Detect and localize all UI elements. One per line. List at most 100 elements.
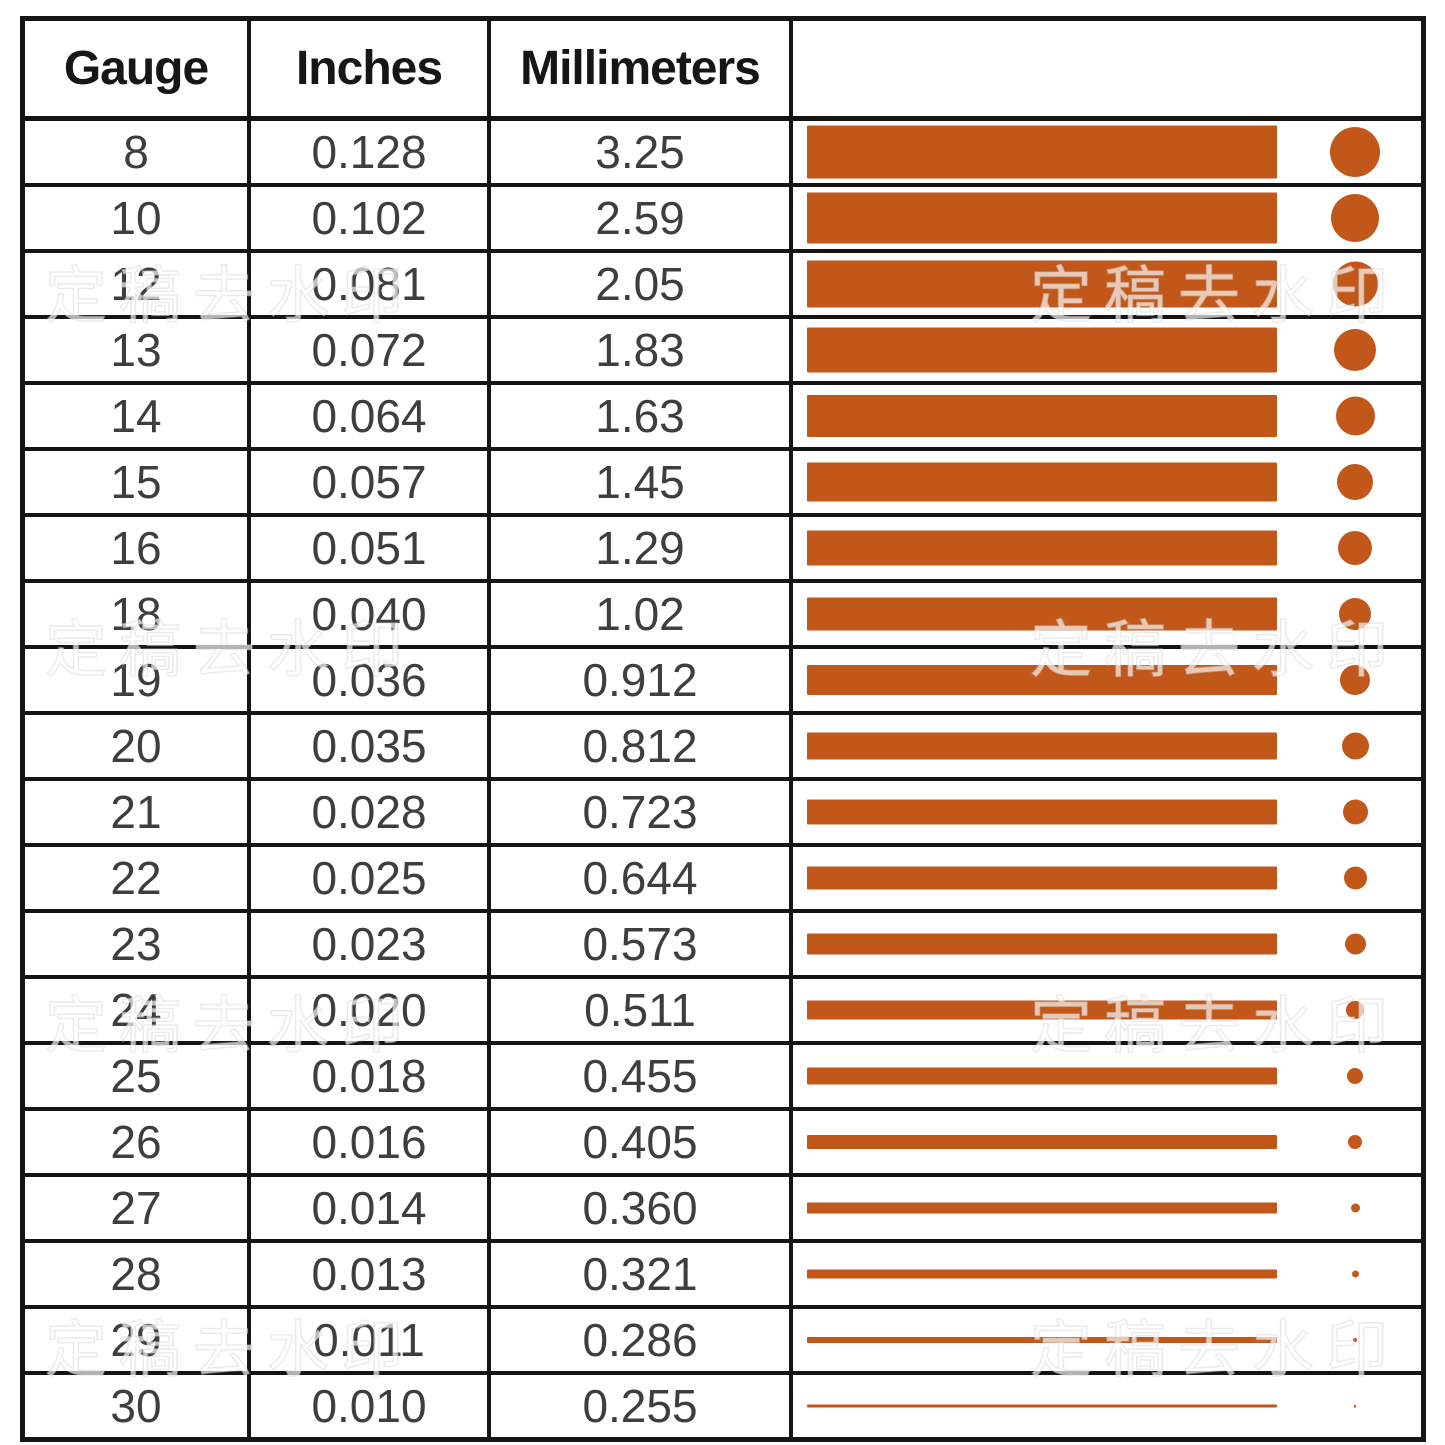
wire-visual-cell	[793, 1111, 1421, 1173]
gauge-value: 16	[25, 517, 251, 579]
table-row: 20 0.035 0.812	[25, 715, 1421, 781]
wire-diameter-dot	[1347, 1068, 1363, 1084]
millimeters-value: 1.29	[491, 517, 793, 579]
millimeters-value: 0.573	[491, 913, 793, 975]
wire-thickness-bar	[807, 1067, 1277, 1085]
millimeters-value: 2.59	[491, 187, 793, 249]
wire-thickness-bar	[807, 1202, 1277, 1214]
table-row: 8 0.128 3.25	[25, 121, 1421, 187]
inches-value: 0.020	[251, 979, 491, 1041]
wire-visual-cell	[793, 385, 1421, 447]
table-row: 16 0.051 1.29	[25, 517, 1421, 583]
millimeters-value: 0.360	[491, 1177, 793, 1239]
table-row: 29 0.011 0.286	[25, 1309, 1421, 1375]
wire-diameter-dot	[1353, 1404, 1357, 1408]
millimeters-value: 0.405	[491, 1111, 793, 1173]
wire-visual-cell	[793, 781, 1421, 843]
millimeters-value: 0.723	[491, 781, 793, 843]
wire-thickness-bar	[807, 327, 1277, 373]
gauge-value: 14	[25, 385, 251, 447]
wire-diameter-dot	[1334, 329, 1376, 371]
wire-thickness-bar	[807, 1000, 1277, 1020]
table-row: 18 0.040 1.02	[25, 583, 1421, 649]
inches-value: 0.040	[251, 583, 491, 645]
inches-value: 0.072	[251, 319, 491, 381]
millimeters-value: 0.511	[491, 979, 793, 1041]
wire-diameter-dot	[1341, 732, 1369, 760]
inches-value: 0.128	[251, 121, 491, 183]
table-row: 24 0.020 0.511	[25, 979, 1421, 1045]
gauge-value: 19	[25, 649, 251, 711]
millimeters-value: 1.83	[491, 319, 793, 381]
wire-diameter-dot	[1350, 1203, 1360, 1213]
inches-value: 0.036	[251, 649, 491, 711]
table-row: 12 0.081 2.05	[25, 253, 1421, 319]
wire-visual-cell	[793, 451, 1421, 513]
wire-diameter-dot	[1342, 799, 1368, 825]
gauge-value: 29	[25, 1309, 251, 1371]
wire-thickness-bar	[807, 1404, 1277, 1408]
millimeters-value: 1.45	[491, 451, 793, 513]
wire-visual-cell	[793, 187, 1421, 249]
wire-thickness-bar	[807, 192, 1277, 244]
millimeters-value: 0.644	[491, 847, 793, 909]
wire-thickness-bar	[807, 260, 1277, 308]
table-row: 26 0.016 0.405	[25, 1111, 1421, 1177]
millimeters-value: 0.912	[491, 649, 793, 711]
table-row: 23 0.023 0.573	[25, 913, 1421, 979]
wire-visual-cell	[793, 1375, 1421, 1437]
wire-thickness-bar	[807, 732, 1277, 760]
inches-value: 0.018	[251, 1045, 491, 1107]
inches-value: 0.023	[251, 913, 491, 975]
wire-visual-cell	[793, 913, 1421, 975]
millimeters-value: 1.02	[491, 583, 793, 645]
wire-thickness-bar	[807, 933, 1277, 955]
header-inches: Inches	[251, 21, 491, 116]
table-row: 30 0.010 0.255	[25, 1375, 1421, 1437]
millimeters-value: 0.455	[491, 1045, 793, 1107]
wire-diameter-dot	[1348, 1135, 1362, 1149]
gauge-value: 28	[25, 1243, 251, 1305]
wire-diameter-dot	[1353, 1338, 1357, 1342]
millimeters-value: 0.286	[491, 1309, 793, 1371]
wire-diameter-dot	[1351, 1270, 1359, 1278]
wire-visual-cell	[793, 649, 1421, 711]
wire-visual-cell	[793, 1045, 1421, 1107]
table-body: 8 0.128 3.25 10 0.102 2.59 12 0.081 2.05…	[25, 121, 1421, 1437]
millimeters-value: 2.05	[491, 253, 793, 315]
gauge-value: 20	[25, 715, 251, 777]
wire-diameter-dot	[1338, 531, 1372, 565]
wire-visual-cell	[793, 583, 1421, 645]
millimeters-value: 1.63	[491, 385, 793, 447]
gauge-value: 21	[25, 781, 251, 843]
wire-thickness-bar	[807, 125, 1277, 179]
table-row: 22 0.025 0.644	[25, 847, 1421, 913]
wire-visual-cell	[793, 1177, 1421, 1239]
wire-diameter-dot	[1343, 866, 1367, 890]
gauge-value: 26	[25, 1111, 251, 1173]
wire-thickness-bar	[807, 462, 1277, 502]
table-row: 28 0.013 0.321	[25, 1243, 1421, 1309]
table-row: 15 0.057 1.45	[25, 451, 1421, 517]
gauge-value: 15	[25, 451, 251, 513]
table-row: 19 0.036 0.912	[25, 649, 1421, 715]
wire-thickness-bar	[807, 395, 1277, 437]
table-row: 10 0.102 2.59	[25, 187, 1421, 253]
wire-diameter-dot	[1330, 127, 1380, 177]
wire-diameter-dot	[1346, 1001, 1364, 1019]
wire-thickness-bar	[807, 1135, 1277, 1149]
inches-value: 0.025	[251, 847, 491, 909]
wire-diameter-dot	[1339, 598, 1371, 630]
wire-thickness-bar	[807, 665, 1277, 695]
wire-visual-cell	[793, 1243, 1421, 1305]
wire-visual-cell	[793, 253, 1421, 315]
gauge-value: 23	[25, 913, 251, 975]
wire-visual-cell	[793, 1309, 1421, 1371]
gauge-value: 30	[25, 1375, 251, 1437]
inches-value: 0.010	[251, 1375, 491, 1437]
gauge-value: 27	[25, 1177, 251, 1239]
inches-value: 0.064	[251, 385, 491, 447]
inches-value: 0.013	[251, 1243, 491, 1305]
wire-visual-cell	[793, 715, 1421, 777]
wire-visual-cell	[793, 517, 1421, 579]
